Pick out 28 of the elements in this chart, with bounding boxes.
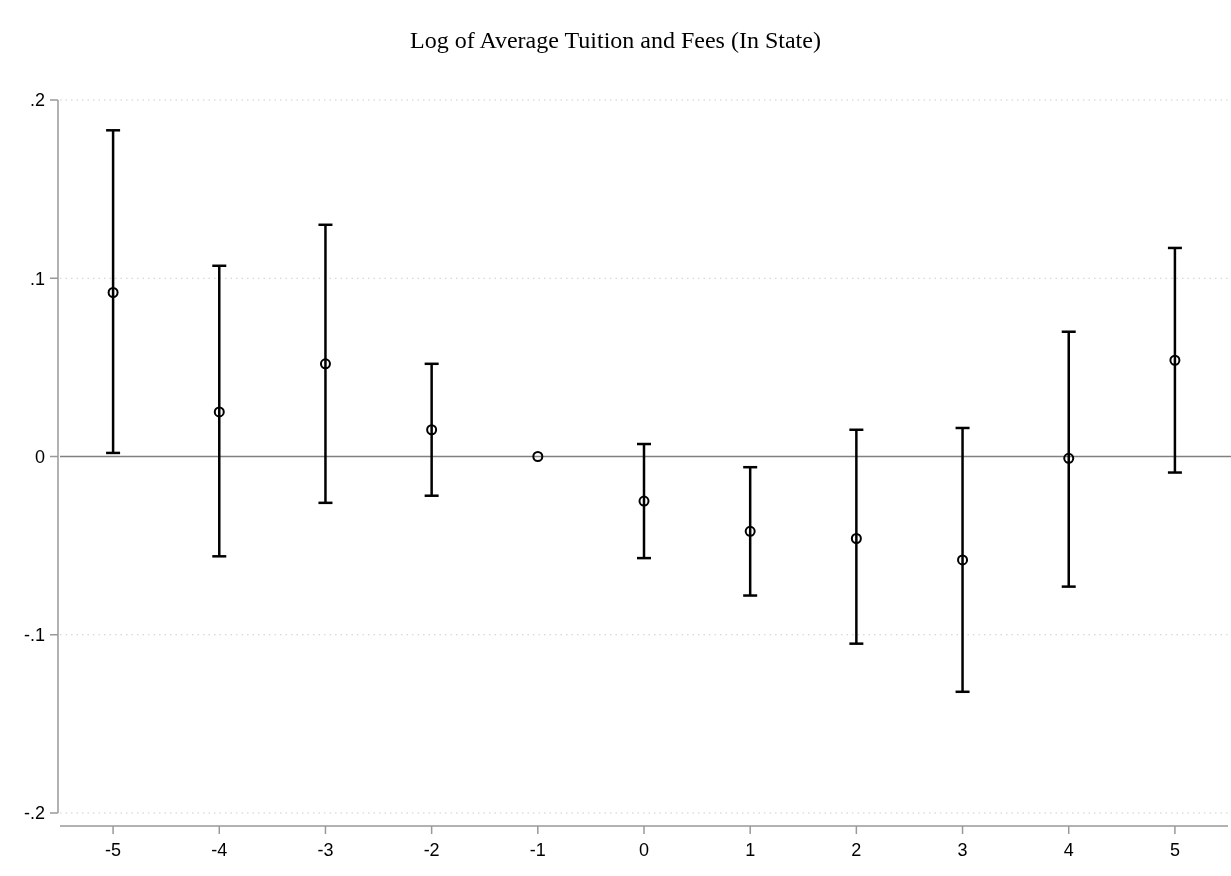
point: [107, 287, 119, 299]
point: [744, 525, 756, 537]
y-tick-label: .1: [29, 268, 45, 289]
x-tick-label: 4: [1063, 840, 1074, 860]
x-tick-label: -1: [529, 840, 546, 860]
x-tick-label: 2: [851, 840, 862, 860]
point: [850, 533, 862, 544]
y-tick-label: -.2: [23, 803, 45, 824]
y-tick-label: .2: [29, 90, 45, 111]
point: [319, 358, 331, 370]
x-tick-label: -3: [317, 840, 334, 860]
point: [213, 406, 225, 418]
point: [1063, 452, 1075, 464]
chart-title: Log of Average Tuition and Fees (In State): [410, 27, 821, 53]
x-tick-label: -5: [105, 840, 122, 860]
x-tick-label: 1: [745, 840, 756, 860]
x-tick-label: 5: [1169, 840, 1180, 860]
x-tick-label: -2: [423, 840, 440, 860]
x-tick-label: 3: [957, 840, 968, 860]
point: [426, 424, 438, 436]
point: [957, 554, 969, 566]
x-tick-label: 0: [638, 840, 650, 860]
x-tick-label: -4: [211, 840, 228, 860]
point: [1169, 354, 1181, 366]
y-tick-label: 0: [34, 446, 45, 467]
point: [532, 451, 544, 462]
y-tick-label: -.1: [23, 625, 45, 646]
point: [638, 495, 650, 507]
